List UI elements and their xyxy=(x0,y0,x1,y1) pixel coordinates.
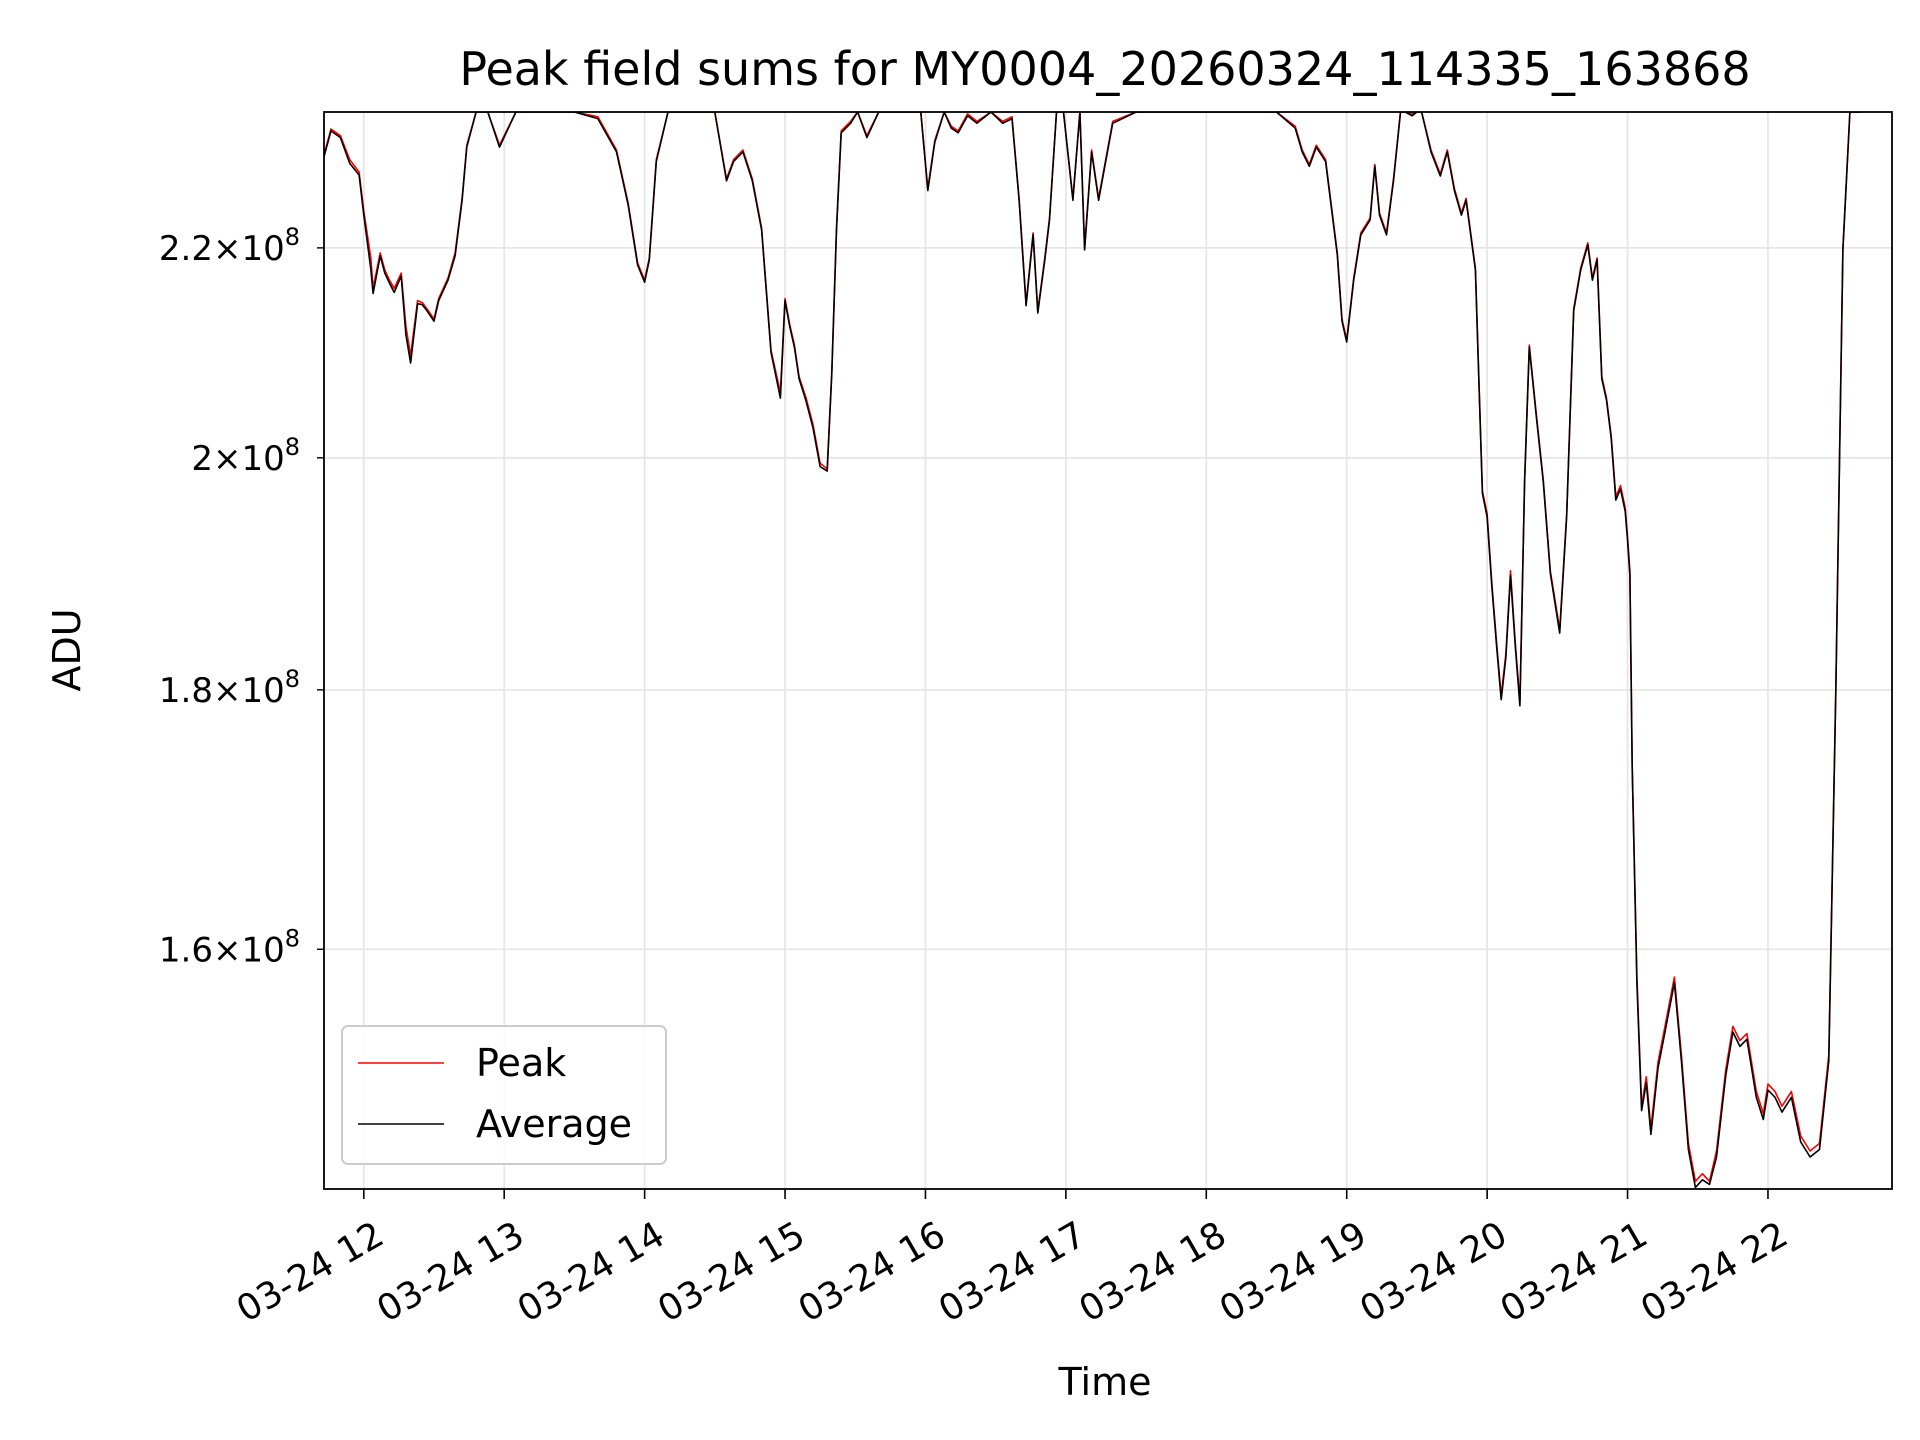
x-axis-label: Time xyxy=(1058,1360,1152,1404)
y-axis-label: ADU xyxy=(45,608,89,691)
x-tick-label: 03-24 21 xyxy=(1494,1214,1655,1330)
series-line-average xyxy=(324,112,1862,1189)
legend-average-label: Average xyxy=(476,1102,632,1146)
legend: Peak Average xyxy=(341,1025,667,1165)
x-tick-label: 03-24 22 xyxy=(1634,1214,1795,1330)
y-tick-label: 1.8×108 xyxy=(159,665,300,711)
x-tick-label: 03-24 15 xyxy=(651,1214,812,1330)
y-tick-label: 2×108 xyxy=(191,433,300,479)
x-tick-label: 03-24 16 xyxy=(792,1214,953,1330)
chart-title: Peak field sums for MY0004_20260324_1143… xyxy=(459,42,1750,96)
legend-peak-label: Peak xyxy=(476,1041,566,1085)
x-tick-label: 03-24 14 xyxy=(511,1214,672,1330)
y-tick-label: 1.6×108 xyxy=(159,924,300,970)
x-tick-label: 03-24 18 xyxy=(1073,1214,1234,1330)
x-tick-label: 03-24 17 xyxy=(932,1214,1093,1330)
x-tick-label: 03-24 12 xyxy=(230,1214,391,1330)
y-tick-label: 2.2×108 xyxy=(159,223,300,269)
y-axis-ticks: 1.6×108 1.8×108 2×108 2.2×108 xyxy=(159,223,324,970)
x-tick-label: 03-24 19 xyxy=(1213,1214,1374,1330)
x-tick-label: 03-24 13 xyxy=(370,1214,531,1330)
plot-area-frame xyxy=(323,111,1893,1190)
series-lines xyxy=(324,112,1862,1189)
legend-box xyxy=(341,1025,667,1165)
x-tick-label: 03-24 20 xyxy=(1353,1214,1514,1330)
